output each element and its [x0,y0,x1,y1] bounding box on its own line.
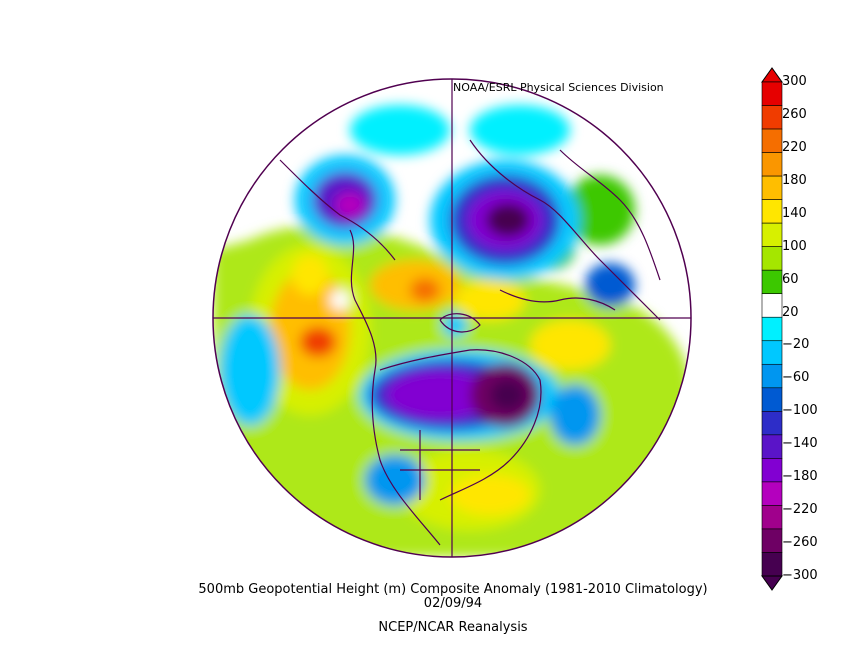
colorbar [761,67,783,591]
colorbar-tick-label: −20 [782,337,810,353]
map-title: 500mb Geopotential Height (m) Composite … [198,582,708,597]
colorbar-swatch [761,152,783,177]
colorbar-swatch [761,481,783,506]
colorbar-tick-label: −300 [782,568,818,583]
colorbar-tick-label: 140 [782,205,807,221]
colorbar-tick-label: 300 [782,74,807,89]
colorbar-swatch [761,363,783,389]
credit-label: NOAA/ESRL Physical Sciences Division [453,81,664,94]
colorbar-tick-label: −140 [782,436,818,452]
colorbar-swatch [761,552,783,577]
colorbar-top-arrow [761,67,783,83]
colorbar-tick-label: 100 [782,238,807,254]
colorbar-swatch [761,246,783,271]
colorbar-tick-label: −100 [782,403,818,419]
colorbar-tick-label: −220 [782,502,818,518]
colorbar-tick-label: −260 [782,535,818,551]
colorbar-swatch [761,293,783,318]
colorbar-tick-label: −180 [782,469,818,485]
colorbar-swatch [761,199,783,224]
colorbar-tick-label: 60 [782,271,799,287]
colorbar-swatch [761,340,783,365]
colorbar-bottom-arrow [761,575,783,591]
colorbar-swatch [761,316,783,342]
colorbar-swatch [761,105,783,130]
colorbar-swatch [761,505,783,530]
colorbar-tick-label: 20 [782,304,799,320]
colorbar-swatch [761,434,783,459]
colorbar-swatch [761,175,783,200]
colorbar-tick-label: −60 [782,370,810,386]
colorbar-swatch [761,458,783,483]
colorbar-tick-label: 260 [782,106,807,122]
colorbar-swatch [761,528,783,553]
colorbar-swatch [761,81,783,106]
map-date: 02/09/94 [423,596,483,611]
colorbar-swatch [761,222,783,247]
colorbar-swatch [761,128,783,153]
colorbar-tick-label: 180 [782,172,807,188]
colorbar-tick-label: 220 [782,139,807,155]
colorbar-swatch [761,387,783,412]
colorbar-swatch [761,269,783,295]
colorbar-swatch [761,411,783,436]
dataset-label: NCEP/NCAR Reanalysis [378,620,528,635]
